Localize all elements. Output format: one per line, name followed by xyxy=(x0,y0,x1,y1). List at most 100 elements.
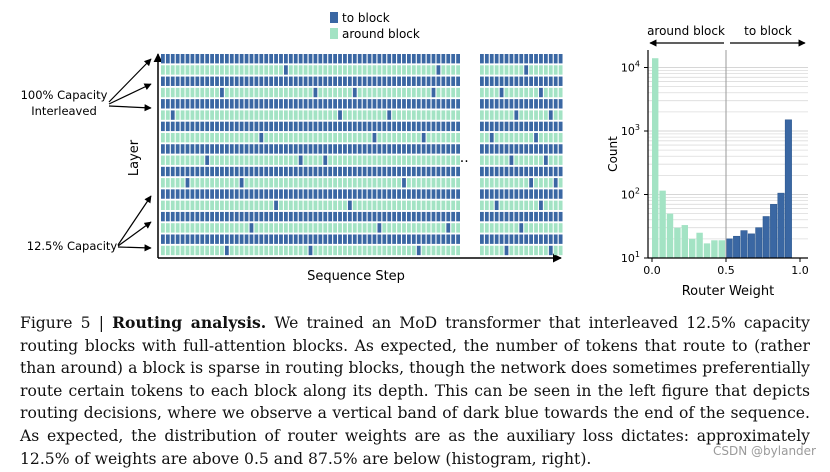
routing-cell xyxy=(411,76,416,86)
routing-cell xyxy=(313,54,318,64)
routing-cell xyxy=(303,87,308,98)
routing-cell xyxy=(308,245,313,256)
routing-cell xyxy=(543,54,548,64)
routing-cell xyxy=(323,166,328,177)
routing-cell xyxy=(436,155,441,165)
routing-cell xyxy=(377,76,382,86)
routing-cell xyxy=(175,132,180,143)
routing-cell xyxy=(377,144,382,154)
routing-cell xyxy=(392,99,397,109)
routing-cell xyxy=(195,54,200,64)
routing-cell xyxy=(269,166,274,177)
routing-cell xyxy=(446,223,451,233)
routing-cell xyxy=(200,110,205,120)
routing-cell xyxy=(185,54,190,64)
histogram-x-tick-label: 0.5 xyxy=(717,264,735,277)
routing-cell xyxy=(548,223,553,233)
routing-cell xyxy=(234,200,239,211)
routing-cell xyxy=(489,99,494,109)
routing-cell xyxy=(367,234,372,244)
routing-cell xyxy=(328,99,333,109)
routing-cell xyxy=(190,76,195,86)
routing-cell xyxy=(441,155,446,165)
routing-cell xyxy=(347,65,352,75)
routing-cell xyxy=(407,234,411,244)
routing-cell xyxy=(338,54,342,64)
routing-cell xyxy=(543,65,548,75)
routing-cell xyxy=(499,234,504,244)
routing-cell xyxy=(451,121,456,132)
routing-cell xyxy=(210,223,214,233)
routing-cell xyxy=(347,144,352,154)
routing-cell xyxy=(504,121,509,132)
routing-cell xyxy=(456,189,460,199)
routing-cell xyxy=(205,87,210,98)
routing-cell xyxy=(185,200,190,211)
routing-cell xyxy=(318,189,323,199)
histogram-bar xyxy=(681,225,688,258)
routing-cell xyxy=(397,234,401,244)
routing-cell xyxy=(215,245,219,256)
routing-cell xyxy=(514,200,519,211)
routing-cell xyxy=(441,189,446,199)
legend-swatch-to-block xyxy=(330,12,338,23)
routing-cell xyxy=(269,234,274,244)
routing-cell xyxy=(210,155,214,165)
routing-cell xyxy=(269,132,274,143)
routing-cell xyxy=(441,121,446,132)
routing-cell xyxy=(293,99,298,109)
routing-cell xyxy=(534,211,538,222)
routing-cell xyxy=(210,234,214,244)
routing-cell xyxy=(244,132,249,143)
routing-cell xyxy=(165,54,170,64)
routing-cell xyxy=(426,132,431,143)
routing-cell xyxy=(313,65,318,75)
routing-cell xyxy=(539,155,543,165)
routing-cell xyxy=(421,211,426,222)
routing-cell xyxy=(161,178,165,188)
routing-cell xyxy=(352,76,357,86)
routing-cell xyxy=(239,166,244,177)
routing-cell xyxy=(210,54,214,64)
routing-cell xyxy=(205,144,210,154)
routing-cell xyxy=(215,99,219,109)
routing-cell xyxy=(220,155,224,165)
routing-cell xyxy=(362,166,367,177)
routing-cell xyxy=(509,144,514,154)
routing-cell xyxy=(229,155,234,165)
routing-cell xyxy=(323,54,328,64)
routing-cell xyxy=(553,121,558,132)
routing-cell xyxy=(190,65,195,75)
histogram-y-ticks: 101 102 103 104 xyxy=(621,60,648,265)
routing-cell xyxy=(367,166,372,177)
routing-cell xyxy=(343,99,347,109)
routing-cell xyxy=(161,76,165,86)
routing-cell xyxy=(205,223,210,233)
routing-y-label: Layer xyxy=(127,139,142,176)
routing-cell xyxy=(347,76,352,86)
routing-cell xyxy=(284,132,288,143)
arrow-routing-2 xyxy=(117,221,152,247)
routing-cell xyxy=(456,223,460,233)
routing-cell xyxy=(494,166,499,177)
routing-cell xyxy=(328,76,333,86)
routing-cell xyxy=(254,144,259,154)
routing-cell xyxy=(205,76,210,86)
routing-cell xyxy=(367,99,372,109)
routing-cell xyxy=(416,76,421,86)
routing-cell xyxy=(343,211,347,222)
routing-cell xyxy=(347,211,352,222)
routing-cell xyxy=(274,234,278,244)
routing-cell xyxy=(165,211,170,222)
routing-cell xyxy=(392,65,397,75)
routing-cell xyxy=(269,155,274,165)
routing-cell xyxy=(224,144,229,154)
routing-cell xyxy=(180,132,185,143)
routing-cell xyxy=(210,178,214,188)
routing-cell xyxy=(489,245,494,256)
routing-cell xyxy=(558,223,563,233)
routing-cell xyxy=(165,65,170,75)
routing-cell xyxy=(558,54,563,64)
routing-cell xyxy=(431,76,436,86)
routing-cell xyxy=(303,223,308,233)
